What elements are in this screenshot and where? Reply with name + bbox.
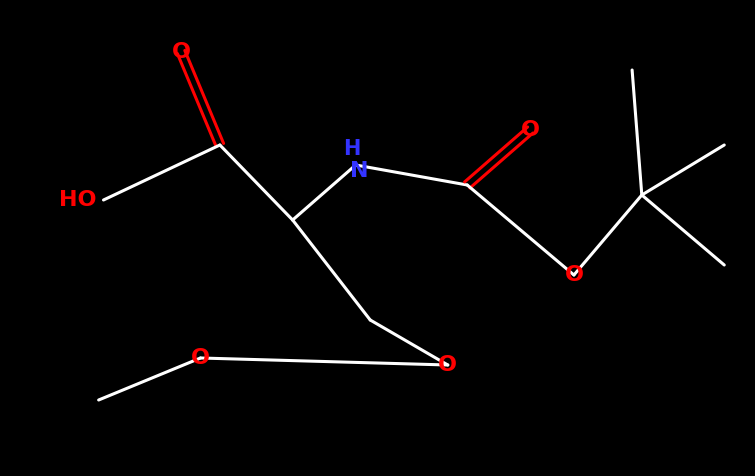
Text: N: N	[350, 161, 368, 181]
Text: O: O	[171, 42, 190, 62]
Text: O: O	[521, 120, 540, 140]
Text: H: H	[344, 139, 361, 159]
Text: O: O	[191, 348, 210, 368]
Text: O: O	[439, 355, 458, 375]
Text: HO: HO	[59, 190, 96, 210]
Text: O: O	[565, 265, 584, 285]
